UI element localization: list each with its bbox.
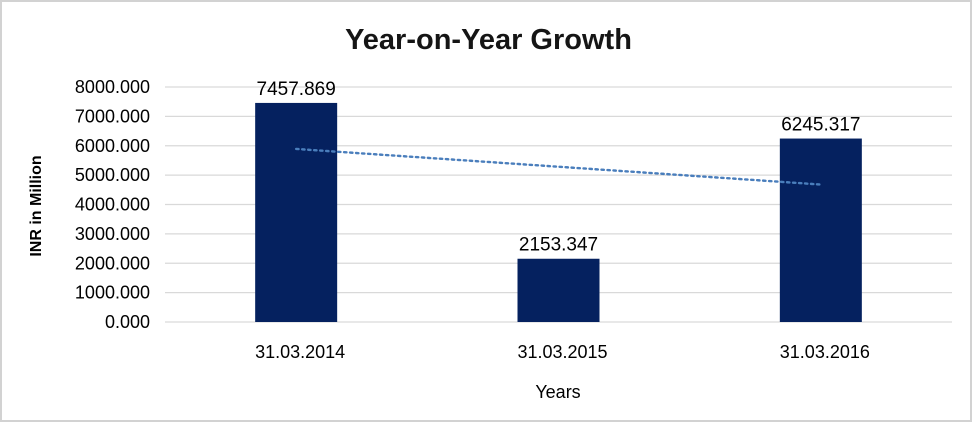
bar [517,258,600,322]
y-tick-label: 7000.000 [75,106,150,126]
x-tick-label: 31.03.2016 [780,342,870,362]
x-axis-title: Years [535,382,581,402]
chart-title: Year-on-Year Growth [345,24,632,56]
x-tick-label: 31.03.2014 [255,342,345,362]
y-tick-label: 1000.000 [75,283,150,303]
y-tick-label: 0.000 [105,312,150,332]
bar-value-label: 7457.869 [257,79,336,100]
y-tick-label: 3000.000 [75,224,150,244]
bar [255,102,338,322]
y-tick-label: 5000.000 [75,165,150,185]
bar-value-label: 6245.317 [781,115,860,136]
y-tick-label: 2000.000 [75,253,150,273]
y-tick-label: 6000.000 [75,136,150,156]
y-tick-label: 8000.000 [75,77,150,97]
y-tick-label: 4000.000 [75,195,150,215]
trendline [294,147,823,186]
x-tick-label: 31.03.2015 [517,342,607,362]
bar [779,138,862,322]
bar-value-label: 2153.347 [519,235,598,256]
